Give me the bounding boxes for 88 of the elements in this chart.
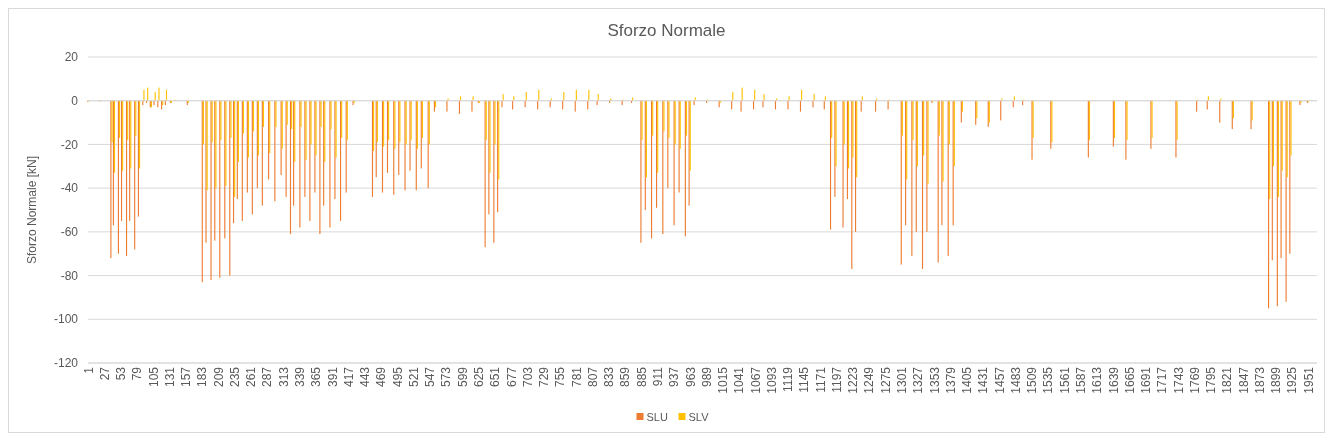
y-tick-label: 20 bbox=[64, 50, 79, 65]
x-tick-label: 391 bbox=[325, 366, 340, 388]
x-tick-label: 1093 bbox=[764, 366, 779, 394]
x-tick-label: 859 bbox=[618, 366, 633, 388]
x-tick-label: 911 bbox=[650, 366, 665, 387]
x-tick-label: 625 bbox=[471, 366, 486, 388]
y-tick-label: 0 bbox=[71, 93, 79, 108]
x-tick-label: 1015 bbox=[716, 366, 731, 394]
x-tick-label: 1587 bbox=[1073, 366, 1088, 394]
x-tick-label: 1769 bbox=[1187, 366, 1202, 394]
x-tick-label: 1925 bbox=[1285, 366, 1300, 394]
x-tick-label: 1119 bbox=[781, 366, 796, 392]
x-tick-label: 313 bbox=[276, 366, 291, 388]
x-tick-label: 1275 bbox=[878, 366, 893, 394]
y-tick-label: -20 bbox=[60, 137, 79, 152]
x-tick-label: 183 bbox=[195, 366, 210, 388]
legend-label: SLV bbox=[688, 411, 710, 423]
y-tick-label: -120 bbox=[53, 356, 79, 371]
x-tick-label: 1613 bbox=[1090, 366, 1105, 394]
x-tick-label: 27 bbox=[97, 366, 112, 381]
x-tick-label: 1145 bbox=[797, 366, 812, 393]
x-tick-label: 365 bbox=[309, 366, 324, 388]
x-tick-label: 1847 bbox=[1236, 366, 1251, 394]
x-tick-label: 885 bbox=[634, 366, 649, 388]
x-tick-label: 261 bbox=[244, 366, 259, 388]
x-tick-label: 807 bbox=[585, 366, 600, 388]
x-tick-label: 599 bbox=[455, 366, 470, 388]
x-tick-label: 1067 bbox=[748, 366, 763, 394]
x-tick-label: 443 bbox=[358, 366, 373, 388]
x-tick-label: 1197 bbox=[829, 366, 844, 393]
x-tick-label: 287 bbox=[260, 366, 275, 388]
legend-label: SLU bbox=[646, 411, 668, 423]
y-axis-title: Sforzo Normale [kN] bbox=[25, 155, 39, 265]
x-tick-label: 1 bbox=[81, 366, 96, 374]
x-tick-label: 963 bbox=[683, 366, 698, 388]
x-tick-label: 937 bbox=[667, 366, 682, 388]
x-tick-label: 1691 bbox=[1139, 366, 1154, 394]
x-tick-label: 521 bbox=[406, 366, 421, 388]
x-tick-label: 1249 bbox=[862, 366, 877, 394]
chart-title: Sforzo Normale bbox=[607, 21, 726, 40]
x-tick-label: 105 bbox=[146, 366, 161, 388]
x-tick-label: 1561 bbox=[1057, 366, 1072, 394]
x-tick-label: 209 bbox=[211, 366, 226, 388]
y-tick-label: -80 bbox=[60, 268, 79, 283]
x-tick-label: 677 bbox=[504, 366, 519, 388]
x-tick-label: 729 bbox=[537, 366, 552, 388]
y-tick-label: -100 bbox=[53, 312, 79, 327]
y-tick-label: -60 bbox=[60, 225, 79, 240]
x-tick-label: 495 bbox=[390, 366, 405, 388]
x-tick-label: 1899 bbox=[1269, 366, 1284, 394]
x-tick-label: 1535 bbox=[1041, 366, 1056, 394]
x-tick-label: 703 bbox=[520, 366, 535, 388]
x-tick-label: 651 bbox=[488, 366, 503, 388]
x-tick-label: 1795 bbox=[1204, 366, 1219, 394]
y-tick-label: -40 bbox=[60, 181, 79, 196]
x-tick-label: 1353 bbox=[927, 366, 942, 394]
x-tick-label: 989 bbox=[699, 366, 714, 388]
x-tick-label: 1041 bbox=[732, 366, 747, 394]
x-tick-label: 1821 bbox=[1220, 366, 1235, 394]
x-tick-label: 1405 bbox=[960, 366, 975, 394]
x-tick-label: 1223 bbox=[846, 366, 861, 394]
x-tick-label: 1639 bbox=[1106, 366, 1121, 394]
x-tick-label: 1951 bbox=[1301, 366, 1316, 394]
x-tick-label: 1171 bbox=[813, 366, 828, 393]
x-tick-label: 417 bbox=[341, 366, 356, 388]
x-tick-label: 53 bbox=[114, 366, 129, 381]
x-tick-label: 1379 bbox=[943, 366, 958, 394]
x-tick-label: 1483 bbox=[1008, 366, 1023, 394]
x-tick-label: 1327 bbox=[911, 366, 926, 394]
x-tick-label: 573 bbox=[439, 366, 454, 388]
x-tick-label: 833 bbox=[602, 366, 617, 388]
x-tick-label: 1457 bbox=[992, 366, 1007, 394]
x-tick-label: 1717 bbox=[1155, 366, 1170, 394]
x-tick-label: 1509 bbox=[1025, 366, 1040, 394]
x-tick-label: 339 bbox=[293, 366, 308, 388]
x-tick-label: 1743 bbox=[1171, 366, 1186, 394]
x-tick-label: 469 bbox=[374, 366, 389, 388]
x-tick-label: 235 bbox=[227, 366, 242, 388]
x-tick-label: 1301 bbox=[895, 366, 910, 394]
x-tick-label: 547 bbox=[423, 366, 438, 388]
x-tick-label: 131 bbox=[162, 366, 177, 388]
x-tick-label: 157 bbox=[179, 366, 194, 388]
x-tick-label: 1431 bbox=[976, 366, 991, 394]
x-tick-label: 1665 bbox=[1122, 366, 1137, 394]
x-tick-label: 1873 bbox=[1252, 366, 1267, 394]
x-tick-label: 755 bbox=[553, 366, 568, 388]
x-tick-label: 781 bbox=[569, 366, 584, 388]
x-tick-label: 79 bbox=[130, 366, 145, 381]
